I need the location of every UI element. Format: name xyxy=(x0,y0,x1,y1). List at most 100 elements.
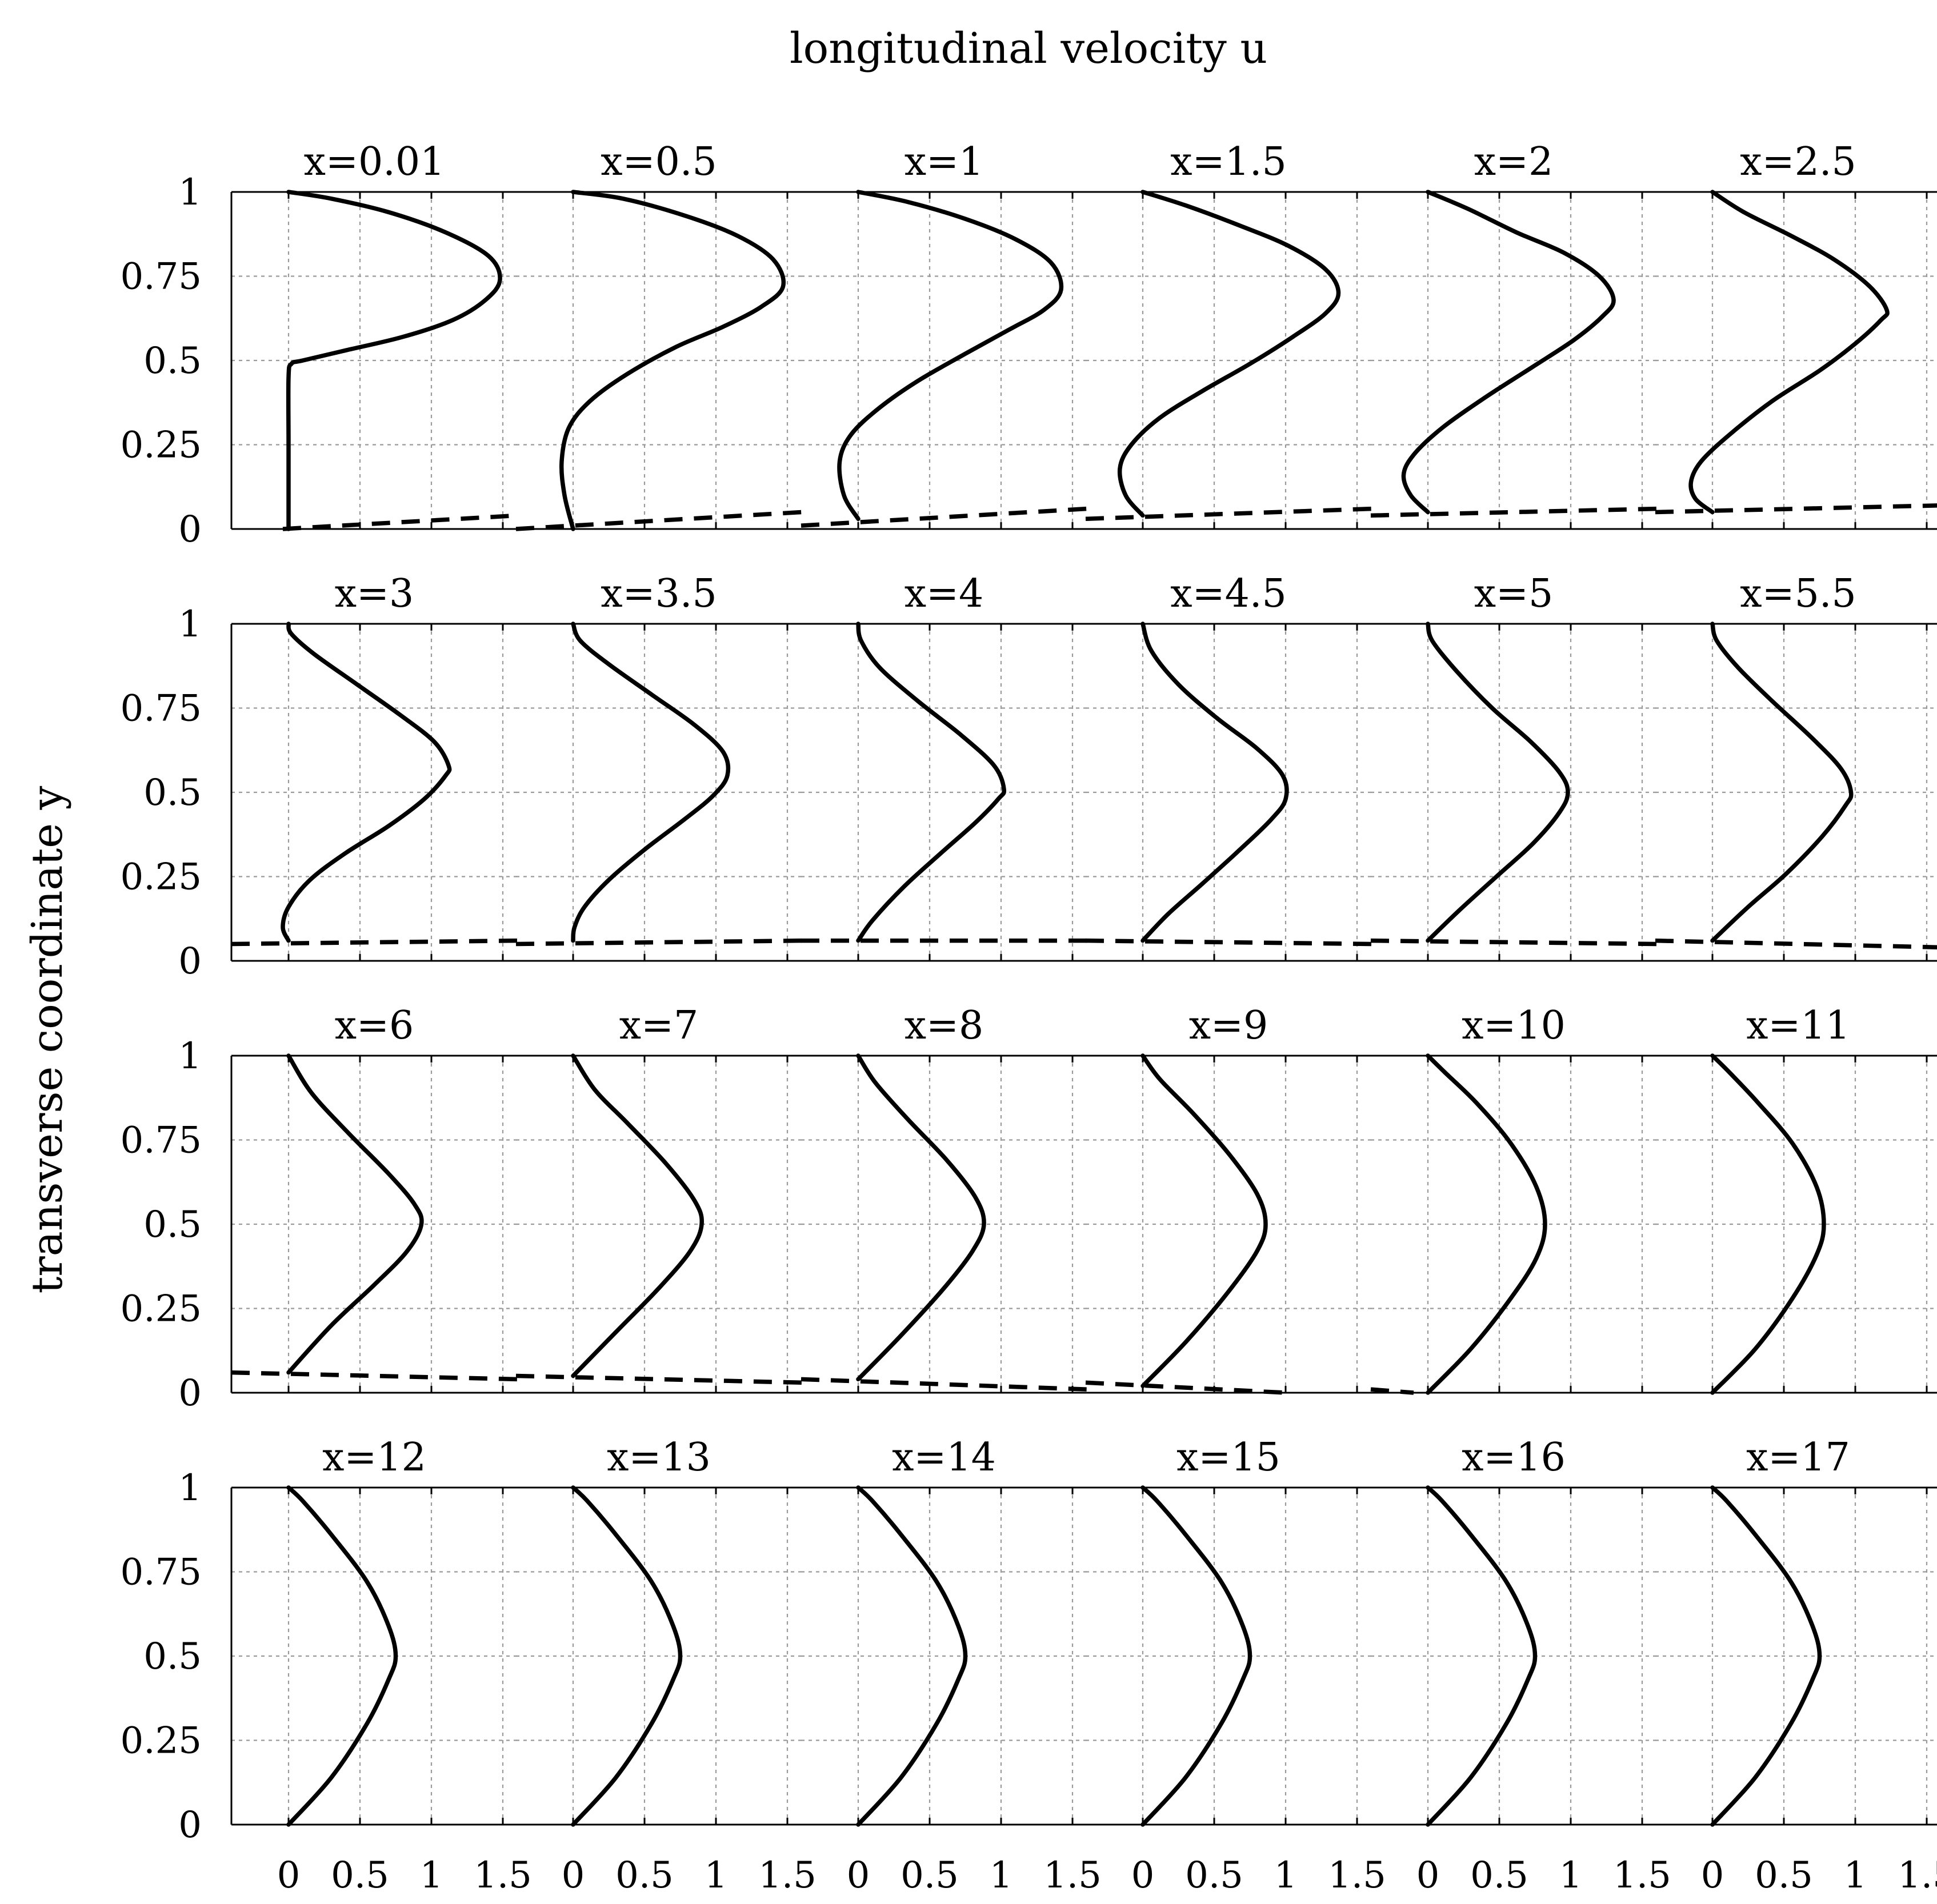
subplot: x=13 0 0.5 1 1.5 xyxy=(516,1435,817,1897)
x-tick-label: 0 xyxy=(277,1854,301,1897)
subplot: x=9 xyxy=(1085,1003,1371,1395)
x-tick-label: 0.5 xyxy=(901,1854,959,1897)
y-tick-label: 0 xyxy=(178,940,202,983)
velocity-profile-line xyxy=(856,1485,968,1827)
velocity-profile-line xyxy=(1426,1485,1538,1827)
surface-line xyxy=(801,1377,1087,1392)
panel-title: x=8 xyxy=(905,1003,984,1048)
x-tick-label: 0 xyxy=(1131,1854,1155,1897)
subplot: x=2 xyxy=(1370,139,1657,530)
panel-title: x=3 xyxy=(335,571,414,616)
x-tick-label: 1 xyxy=(420,1854,443,1897)
x-tick-label: 0 xyxy=(562,1854,585,1897)
subplot: x=5.5 xyxy=(1655,571,1937,962)
surface-line xyxy=(515,1373,802,1385)
y-tick-label: 0.5 xyxy=(143,340,202,382)
y-tick-label: 0.25 xyxy=(121,1720,202,1762)
x-tick-label: 1.5 xyxy=(758,1854,817,1897)
subplot: x=11 xyxy=(1655,1003,1937,1395)
x-tick-label: 0.5 xyxy=(1470,1854,1528,1897)
subplot: x=12 0 0.25 0.5 0.75 1 0 0.5 1 1.5 xyxy=(121,1435,532,1897)
panel-title: x=12 xyxy=(322,1435,426,1480)
velocity-profile-line xyxy=(571,622,731,943)
surface-line xyxy=(1085,938,1372,947)
panel-title: x=5.5 xyxy=(1740,571,1856,616)
x-tick-label: 1 xyxy=(990,1854,1013,1897)
subplot: x=2.5 xyxy=(1655,139,1937,530)
y-tick-label: 0.25 xyxy=(121,1288,202,1330)
y-tick-label: 0.25 xyxy=(121,424,202,467)
y-tick-label: 0.5 xyxy=(143,1204,202,1246)
y-tick-label: 0.75 xyxy=(121,1552,202,1594)
subplot: x=17 0 0.5 1 1.5 xyxy=(1655,1435,1937,1897)
subplot: x=5 xyxy=(1370,571,1657,962)
surface-line xyxy=(1370,1387,1414,1395)
surface-line xyxy=(1655,938,1937,949)
surface-line xyxy=(1085,506,1372,522)
panel-title: x=16 xyxy=(1462,1435,1566,1480)
y-tick-label: 0.75 xyxy=(121,688,202,730)
panel-title: x=4.5 xyxy=(1170,571,1286,616)
panel-title: x=6 xyxy=(335,1003,414,1048)
panel-title: x=9 xyxy=(1189,1003,1268,1048)
subplot: x=3 0 0.25 0.5 0.75 1 xyxy=(121,571,518,983)
velocity-profile-line xyxy=(856,622,1007,943)
panel-title: x=2.5 xyxy=(1740,139,1856,185)
velocity-profile-line xyxy=(1426,622,1570,943)
subplot: x=0.01 0 0.25 0.5 0.75 1 xyxy=(121,139,518,551)
x-tick-label: 0.5 xyxy=(1185,1854,1243,1897)
velocity-profile-line xyxy=(1710,622,1854,943)
panel-title: x=17 xyxy=(1746,1435,1850,1480)
panel-title: x=10 xyxy=(1462,1003,1566,1048)
velocity-profile-line xyxy=(281,622,452,943)
x-tick-label: 0.5 xyxy=(331,1854,389,1897)
x-tick-label: 1.5 xyxy=(474,1854,532,1897)
x-tick-label: 1 xyxy=(1274,1854,1298,1897)
y-tick-label: 1 xyxy=(178,1467,202,1509)
y-tick-label: 0 xyxy=(178,1372,202,1414)
panel-title: x=0.5 xyxy=(601,139,717,185)
y-tick-label: 1 xyxy=(178,171,202,214)
x-tick-label: 1 xyxy=(1559,1854,1583,1897)
y-tick-label: 0.5 xyxy=(143,772,202,814)
panel-title: x=11 xyxy=(1746,1003,1850,1048)
panel-title: x=1 xyxy=(905,139,984,185)
subplot: x=1.5 xyxy=(1085,139,1372,530)
velocity-profile-line xyxy=(856,1053,986,1382)
x-tick-label: 0.5 xyxy=(615,1854,674,1897)
y-axis-title: transverse coordinate y xyxy=(23,785,72,1293)
subplot: x=14 0 0.5 1 1.5 xyxy=(801,1435,1102,1897)
y-tick-label: 0.75 xyxy=(121,1120,202,1162)
surface-line xyxy=(801,506,1087,528)
velocity-profile-line xyxy=(571,1053,705,1378)
subplot: x=0.5 xyxy=(515,139,802,531)
velocity-profile-line xyxy=(1710,1053,1826,1395)
surface-line xyxy=(1085,1380,1286,1395)
x-tick-label: 0.5 xyxy=(1755,1854,1813,1897)
surface-line xyxy=(231,1370,518,1382)
surface-line xyxy=(1655,503,1937,515)
surface-line xyxy=(231,938,518,947)
x-tick-label: 1.5 xyxy=(1043,1854,1102,1897)
subplot: x=8 xyxy=(801,1003,1087,1394)
velocity-profile-line xyxy=(571,1485,683,1827)
main-title: longitudinal velocity u xyxy=(790,24,1267,73)
panel-title: x=15 xyxy=(1176,1435,1280,1480)
surface-line xyxy=(1370,506,1657,518)
subplot: x=16 0 0.5 1 1.5 xyxy=(1371,1435,1671,1897)
velocity-profile-line xyxy=(1710,1485,1822,1827)
panel-title: x=7 xyxy=(619,1003,699,1048)
surface-line xyxy=(1370,938,1657,947)
panel-title: x=0.01 xyxy=(304,139,445,185)
x-tick-label: 0 xyxy=(1416,1854,1440,1897)
y-tick-label: 0.75 xyxy=(121,256,202,298)
subplot: x=10 xyxy=(1370,1003,1656,1395)
velocity-profile-line xyxy=(1140,622,1289,943)
panel-title: x=13 xyxy=(607,1435,711,1480)
x-tick-label: 1 xyxy=(705,1854,728,1897)
velocity-profile-line xyxy=(1401,190,1616,515)
panel-title: x=4 xyxy=(905,571,984,616)
panel-title: x=3.5 xyxy=(601,571,717,616)
panel-title: x=2 xyxy=(1474,139,1554,185)
